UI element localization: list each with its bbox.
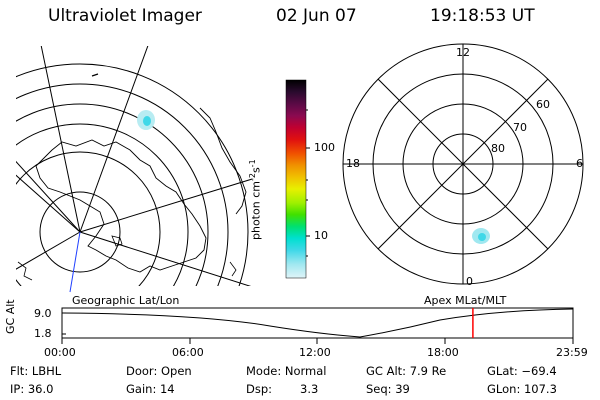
mlat-label-60: 60 xyxy=(536,98,550,111)
ip-info: IP: 36.0 xyxy=(10,382,54,396)
dsp-label: Dsp: xyxy=(246,382,273,396)
gain-info: Gain: 14 xyxy=(126,382,175,396)
glon-info: GLon: 107.3 xyxy=(487,382,557,396)
timeline-xtick-0600: 06:00 xyxy=(172,346,204,359)
instrument-title: Ultraviolet Imager xyxy=(48,6,202,26)
mlt-label-12: 12 xyxy=(456,46,470,59)
timeline-xtick-2359: 23:59 xyxy=(556,346,588,359)
mlt-label-6: 6 xyxy=(576,157,583,170)
timeline-ytick-1-8: 1.8 xyxy=(34,327,52,340)
colorbar-tick-10: 10 xyxy=(314,229,328,242)
time-label: 19:18:53 UT xyxy=(430,6,535,26)
timeline-ytick-9: 9.0 xyxy=(34,307,52,320)
glat-info: GLat: −69.4 xyxy=(487,364,557,378)
mode-info: Mode: Normal xyxy=(246,364,327,378)
mlt-label-0: 0 xyxy=(466,275,473,288)
timeline-plot xyxy=(61,307,574,344)
geographic-label: Geographic Lat/Lon xyxy=(72,294,180,307)
geographic-map xyxy=(16,46,252,293)
timeline-xtick-1800: 18:00 xyxy=(427,346,459,359)
gc-alt-info: GC Alt: 7.9 Re xyxy=(366,364,447,378)
timeline-ylabel: GC Alt xyxy=(4,299,17,334)
mlat-label-80: 80 xyxy=(491,142,505,155)
mlat-label-70: 70 xyxy=(513,121,527,134)
timeline-xtick-0000: 00:00 xyxy=(44,346,76,359)
timeline-xtick-1200: 12:00 xyxy=(299,346,331,359)
mlt-label-18: 18 xyxy=(346,157,360,170)
dsp-value: 3.3 xyxy=(300,382,319,396)
colorbar-tick-100: 100 xyxy=(314,141,335,154)
polar-plot xyxy=(342,43,584,285)
filter-info: Flt: LBHL xyxy=(10,364,62,378)
color-bar xyxy=(285,79,310,279)
door-info: Door: Open xyxy=(126,364,192,378)
date-label: 02 Jun 07 xyxy=(276,6,357,26)
apex-label: Apex MLat/MLT xyxy=(424,294,507,307)
colorbar-unit-label: photon cm-2s-1 xyxy=(248,159,263,240)
seq-info: Seq: 39 xyxy=(366,382,410,396)
